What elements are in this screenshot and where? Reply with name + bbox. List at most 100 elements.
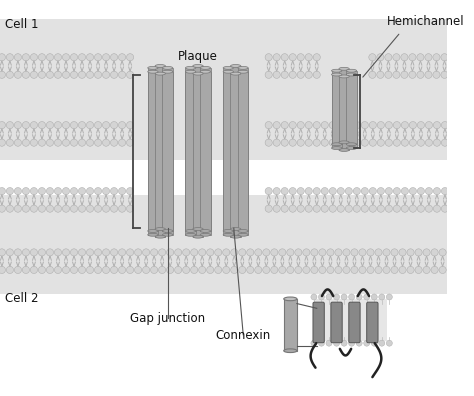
Circle shape	[410, 139, 417, 146]
Circle shape	[379, 294, 385, 300]
Ellipse shape	[200, 230, 210, 232]
Circle shape	[417, 54, 424, 61]
Circle shape	[191, 249, 198, 256]
Ellipse shape	[346, 143, 356, 146]
Circle shape	[326, 340, 332, 346]
Circle shape	[337, 122, 345, 129]
Circle shape	[327, 249, 334, 256]
Circle shape	[375, 267, 382, 274]
Circle shape	[38, 188, 46, 195]
Circle shape	[311, 249, 318, 256]
Circle shape	[305, 139, 312, 146]
Circle shape	[0, 249, 6, 256]
Circle shape	[174, 249, 182, 256]
Circle shape	[345, 205, 352, 212]
Circle shape	[321, 139, 328, 146]
Circle shape	[63, 205, 70, 212]
Circle shape	[348, 294, 355, 300]
Circle shape	[265, 71, 272, 78]
Circle shape	[345, 188, 352, 195]
Ellipse shape	[238, 67, 248, 69]
Circle shape	[86, 188, 93, 195]
Circle shape	[0, 188, 6, 195]
Ellipse shape	[230, 72, 241, 75]
Circle shape	[407, 249, 414, 256]
Circle shape	[263, 249, 270, 256]
Ellipse shape	[331, 69, 342, 72]
Circle shape	[86, 205, 93, 212]
Circle shape	[63, 249, 70, 256]
Circle shape	[425, 188, 432, 195]
Circle shape	[182, 249, 190, 256]
Circle shape	[6, 188, 13, 195]
Circle shape	[231, 267, 238, 274]
Bar	[200, 68, 210, 231]
Circle shape	[110, 249, 118, 256]
Circle shape	[223, 249, 230, 256]
Ellipse shape	[185, 230, 196, 232]
Ellipse shape	[163, 230, 173, 232]
Circle shape	[393, 71, 400, 78]
Circle shape	[63, 71, 70, 78]
Ellipse shape	[223, 70, 234, 73]
Circle shape	[369, 188, 376, 195]
Polygon shape	[0, 19, 447, 160]
Circle shape	[78, 188, 86, 195]
Circle shape	[30, 188, 37, 195]
Circle shape	[409, 71, 416, 78]
Circle shape	[78, 267, 86, 274]
Ellipse shape	[185, 233, 196, 236]
Circle shape	[351, 267, 358, 274]
Circle shape	[30, 267, 37, 274]
Circle shape	[239, 267, 246, 274]
Circle shape	[271, 267, 278, 274]
Circle shape	[295, 267, 302, 274]
Bar	[193, 74, 203, 237]
Circle shape	[386, 340, 392, 346]
Circle shape	[287, 249, 294, 256]
Circle shape	[334, 294, 339, 300]
Bar	[230, 74, 241, 237]
Circle shape	[118, 54, 126, 61]
Circle shape	[6, 249, 13, 256]
Circle shape	[393, 205, 401, 212]
Circle shape	[401, 139, 409, 146]
Circle shape	[377, 188, 384, 195]
FancyBboxPatch shape	[313, 302, 324, 343]
Ellipse shape	[238, 70, 248, 73]
Circle shape	[127, 249, 134, 256]
Circle shape	[118, 249, 126, 256]
Circle shape	[409, 54, 416, 61]
Circle shape	[143, 249, 150, 256]
Bar	[155, 66, 165, 229]
Circle shape	[265, 139, 272, 146]
Circle shape	[231, 249, 238, 256]
Circle shape	[55, 122, 62, 129]
Circle shape	[273, 188, 280, 195]
Circle shape	[14, 188, 21, 195]
Circle shape	[14, 71, 21, 78]
Circle shape	[166, 249, 174, 256]
Circle shape	[63, 122, 70, 129]
Circle shape	[6, 205, 13, 212]
Circle shape	[319, 340, 325, 346]
Circle shape	[0, 71, 6, 78]
Circle shape	[78, 122, 86, 129]
Bar	[346, 71, 356, 144]
Circle shape	[353, 139, 360, 146]
Circle shape	[273, 205, 280, 212]
Circle shape	[239, 249, 246, 256]
Circle shape	[22, 139, 29, 146]
Circle shape	[334, 340, 339, 346]
Circle shape	[86, 139, 93, 146]
Circle shape	[38, 122, 46, 129]
Circle shape	[313, 54, 320, 61]
Circle shape	[46, 267, 54, 274]
Circle shape	[71, 139, 78, 146]
Circle shape	[287, 267, 294, 274]
Circle shape	[6, 71, 13, 78]
Circle shape	[255, 267, 262, 274]
Circle shape	[182, 267, 190, 274]
Circle shape	[425, 71, 432, 78]
Circle shape	[0, 54, 6, 61]
